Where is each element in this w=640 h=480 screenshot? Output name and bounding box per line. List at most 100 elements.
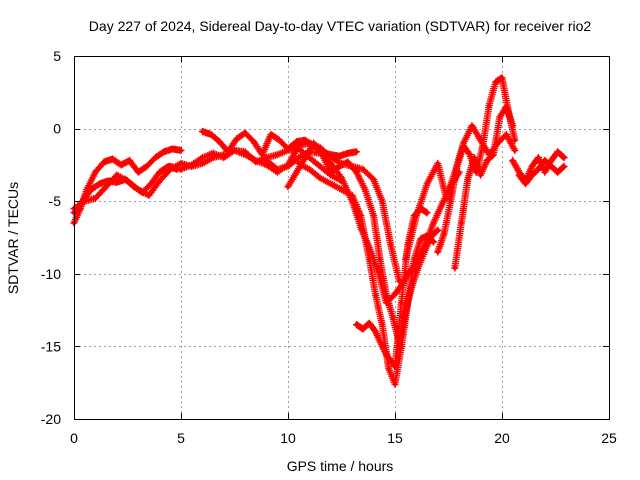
data-point	[499, 75, 505, 81]
data-point	[467, 152, 473, 157]
series-sat-track-13	[451, 103, 517, 272]
y-tick-label: -5	[49, 193, 62, 209]
data-point	[294, 170, 299, 175]
data-point	[388, 242, 393, 247]
data-point	[217, 139, 222, 144]
data-point	[170, 146, 175, 152]
data-point	[148, 181, 154, 186]
data-point	[345, 151, 351, 156]
data-point	[157, 178, 162, 184]
series-sat-track-15	[515, 156, 568, 188]
data-point	[377, 257, 383, 262]
data-point	[232, 148, 237, 153]
data-point	[459, 220, 464, 226]
chart-title: Day 227 of 2024, Sidereal Day-to-day VTE…	[89, 18, 592, 34]
data-point	[384, 293, 389, 298]
data-point	[339, 175, 344, 181]
data-point	[114, 172, 120, 178]
data-point	[536, 167, 541, 172]
data-point	[88, 187, 94, 192]
data-point	[311, 140, 316, 146]
data-point	[512, 138, 517, 143]
data-point	[529, 164, 535, 169]
data-point	[243, 130, 248, 136]
data-point	[403, 257, 408, 262]
x-tick-label: 20	[494, 430, 510, 446]
data-point	[549, 158, 554, 163]
data-point	[367, 257, 372, 262]
data-point	[362, 187, 368, 192]
data-point	[234, 136, 239, 141]
data-point	[373, 293, 378, 298]
data-point	[302, 155, 308, 160]
data-point	[296, 143, 301, 149]
data-point	[523, 181, 528, 186]
data-point	[307, 167, 312, 172]
data-point	[516, 172, 522, 178]
data-point	[294, 139, 299, 144]
data-point	[328, 181, 333, 186]
data-point	[561, 164, 567, 169]
data-point	[448, 199, 453, 204]
data-point	[260, 152, 265, 157]
data-point	[510, 123, 515, 128]
data-point	[251, 139, 256, 144]
data-point	[317, 164, 323, 169]
data-point	[555, 149, 560, 154]
data-point	[386, 366, 391, 371]
data-point	[97, 181, 102, 186]
data-point	[439, 201, 445, 207]
data-point	[435, 161, 440, 166]
data-point	[285, 184, 291, 189]
y-axis-label: SDTVAR / TECUs	[5, 182, 21, 294]
y-tick-label: -15	[41, 338, 61, 354]
data-point	[493, 79, 498, 85]
data-point	[93, 170, 98, 175]
data-point	[350, 193, 355, 198]
y-tick-label: 0	[53, 121, 61, 137]
data-point	[472, 155, 477, 160]
data-point	[296, 155, 301, 160]
data-point	[497, 114, 503, 120]
data-point	[491, 152, 496, 157]
data-point	[210, 151, 216, 156]
data-point	[168, 164, 173, 169]
data-point	[264, 158, 269, 163]
data-point	[510, 158, 515, 163]
data-point	[296, 161, 301, 166]
data-point	[82, 199, 87, 204]
data-point	[320, 152, 325, 157]
data-point	[103, 184, 109, 189]
data-point	[487, 103, 492, 108]
data-point	[392, 382, 398, 387]
data-point	[114, 180, 120, 185]
data-point	[442, 230, 447, 236]
y-tick-label: -20	[41, 411, 61, 427]
data-point	[200, 155, 205, 160]
data-point	[405, 300, 410, 305]
data-point	[431, 239, 436, 245]
data-point	[354, 322, 359, 327]
data-point	[127, 158, 132, 163]
data-point	[504, 104, 509, 110]
data-point	[390, 315, 396, 320]
data-point	[529, 172, 535, 178]
data-point	[392, 364, 398, 369]
plot-frame	[74, 56, 610, 420]
data-point	[110, 156, 115, 162]
data-point	[360, 167, 366, 172]
data-point	[161, 149, 167, 154]
data-point	[435, 228, 440, 233]
data-point	[317, 175, 323, 181]
data-point	[275, 167, 280, 172]
y-tick-label: -10	[41, 266, 61, 282]
data-point	[189, 162, 194, 168]
data-point	[358, 213, 363, 218]
data-point	[412, 257, 417, 262]
data-point	[380, 344, 385, 349]
data-point	[380, 199, 385, 204]
data-point	[125, 178, 130, 184]
data-point	[484, 158, 490, 163]
data-point	[465, 177, 470, 182]
data-point	[418, 236, 423, 242]
